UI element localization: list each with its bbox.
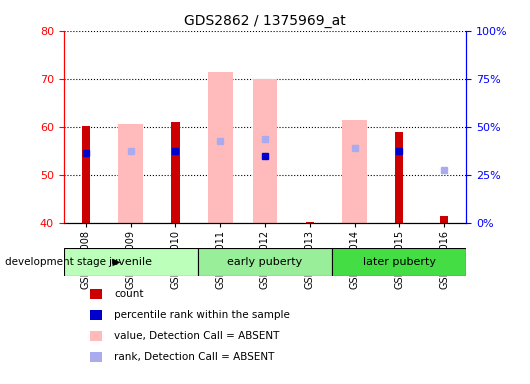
Text: percentile rank within the sample: percentile rank within the sample xyxy=(114,310,290,320)
Bar xyxy=(64,248,198,276)
Bar xyxy=(172,122,180,223)
Bar xyxy=(306,222,314,223)
Bar xyxy=(395,131,403,223)
Bar xyxy=(198,248,332,276)
Bar xyxy=(118,124,143,223)
Title: GDS2862 / 1375969_at: GDS2862 / 1375969_at xyxy=(184,14,346,28)
Text: development stage  ▶: development stage ▶ xyxy=(5,257,121,267)
Text: juvenile: juvenile xyxy=(109,257,153,267)
Bar xyxy=(253,79,277,223)
Bar xyxy=(208,71,233,223)
Bar xyxy=(332,248,466,276)
Text: count: count xyxy=(114,289,144,299)
Text: early puberty: early puberty xyxy=(227,257,303,267)
Text: value, Detection Call = ABSENT: value, Detection Call = ABSENT xyxy=(114,331,279,341)
Text: rank, Detection Call = ABSENT: rank, Detection Call = ABSENT xyxy=(114,352,275,362)
Bar xyxy=(82,126,90,223)
Bar xyxy=(440,215,448,223)
Bar xyxy=(342,119,367,223)
Text: later puberty: later puberty xyxy=(363,257,436,267)
